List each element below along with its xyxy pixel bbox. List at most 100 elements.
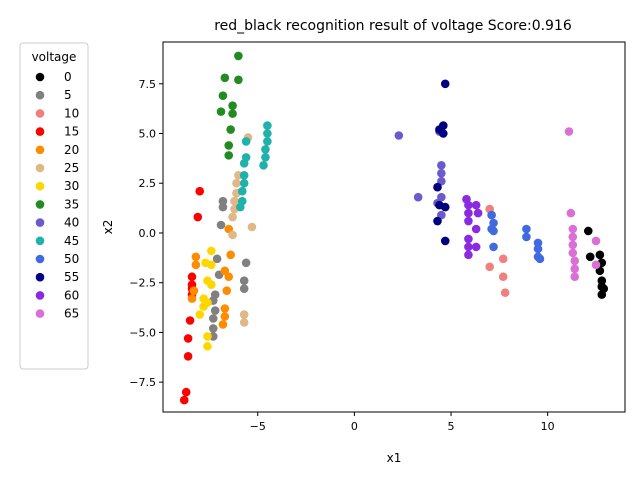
data-point	[208, 324, 218, 333]
data-point	[440, 79, 450, 89]
data-point	[191, 260, 201, 270]
y-tick-label: 7.5	[139, 78, 157, 91]
data-point	[241, 258, 251, 268]
legend-marker	[35, 109, 45, 118]
data-point	[568, 224, 578, 234]
data-point	[585, 252, 595, 262]
data-point	[500, 288, 510, 297]
legend-label: 65	[64, 307, 79, 321]
data-point	[216, 220, 226, 230]
y-tick-label: 2.5	[139, 177, 157, 190]
legend-label: 50	[64, 252, 79, 266]
data-point	[183, 334, 193, 343]
data-point	[570, 272, 580, 282]
data-point	[522, 232, 531, 242]
data-point	[218, 91, 228, 101]
data-point	[218, 196, 228, 206]
data-point	[597, 290, 607, 299]
axes-frame	[162, 41, 626, 413]
data-point	[234, 51, 243, 61]
data-point	[464, 216, 473, 226]
data-point	[193, 212, 203, 222]
data-point	[597, 276, 607, 286]
series-60	[462, 194, 483, 260]
data-point	[222, 286, 232, 295]
data-point	[218, 202, 228, 212]
data-point	[464, 208, 473, 218]
data-point	[189, 286, 199, 295]
legend-marker	[35, 200, 45, 209]
data-point	[218, 320, 228, 329]
data-point	[239, 159, 249, 168]
y-axis: −7.5 −5.0 −2.5 0.0 2.5 5.0 7.5	[129, 78, 163, 389]
y-tick-label: −5.0	[129, 326, 156, 339]
data-point	[522, 224, 531, 234]
data-point	[595, 250, 605, 260]
series-35	[216, 51, 243, 160]
data-point	[583, 226, 593, 236]
legend-marker	[35, 72, 45, 82]
data-point	[413, 192, 423, 202]
data-point	[464, 234, 473, 244]
data-point	[212, 254, 222, 264]
legend-marker	[35, 218, 45, 227]
data-point	[471, 242, 481, 252]
data-point	[203, 342, 212, 351]
data-point	[568, 248, 578, 258]
data-point	[224, 141, 234, 150]
legend-items: 0 5 10 15 20 25 30 35 40 45 50 55 60 65	[35, 70, 79, 321]
legend-label: 15	[64, 125, 79, 139]
data-point	[263, 121, 272, 130]
data-point	[464, 250, 473, 260]
data-point	[187, 272, 197, 282]
data-point	[239, 178, 249, 188]
data-point	[230, 196, 239, 206]
data-point	[239, 170, 249, 180]
data-point	[568, 232, 578, 242]
data-point	[185, 316, 195, 325]
data-point	[437, 168, 446, 178]
data-point	[261, 153, 270, 162]
data-point	[498, 254, 508, 264]
data-point	[471, 224, 481, 234]
x-tick-label: 10	[541, 420, 555, 433]
data-point	[591, 236, 601, 246]
series-10	[485, 204, 510, 297]
legend-label: 30	[64, 179, 79, 193]
data-point	[220, 312, 230, 321]
series-65	[564, 127, 601, 282]
x-tick-label: 0	[351, 420, 358, 433]
data-point	[566, 208, 576, 218]
legend-marker	[35, 181, 45, 191]
data-point	[487, 210, 496, 220]
data-point	[498, 272, 508, 282]
data-point	[570, 264, 580, 274]
x-tick-label: −5	[250, 420, 266, 433]
data-point	[195, 310, 205, 319]
series-50	[487, 210, 545, 264]
legend-label: 20	[64, 143, 79, 157]
data-point	[224, 151, 234, 160]
data-point	[591, 260, 601, 270]
data-point	[208, 314, 218, 323]
data-point	[247, 222, 257, 232]
y-axis-label: x2	[101, 220, 115, 235]
data-point	[210, 306, 220, 315]
data-point	[485, 262, 494, 272]
data-point	[239, 310, 249, 319]
legend-marker	[35, 236, 45, 246]
data-point	[187, 294, 197, 303]
y-tick-label: −2.5	[129, 277, 156, 290]
legend-label: 40	[64, 216, 79, 230]
data-point	[533, 238, 543, 248]
data-point	[259, 161, 268, 170]
data-point	[236, 202, 245, 212]
data-point	[199, 302, 208, 311]
data-point	[183, 352, 193, 361]
data-point	[473, 208, 483, 218]
legend-label: 60	[64, 288, 79, 302]
legend-marker	[35, 254, 45, 264]
data-point	[263, 129, 272, 138]
legend-label: 0	[64, 70, 72, 84]
data-point	[464, 200, 473, 210]
